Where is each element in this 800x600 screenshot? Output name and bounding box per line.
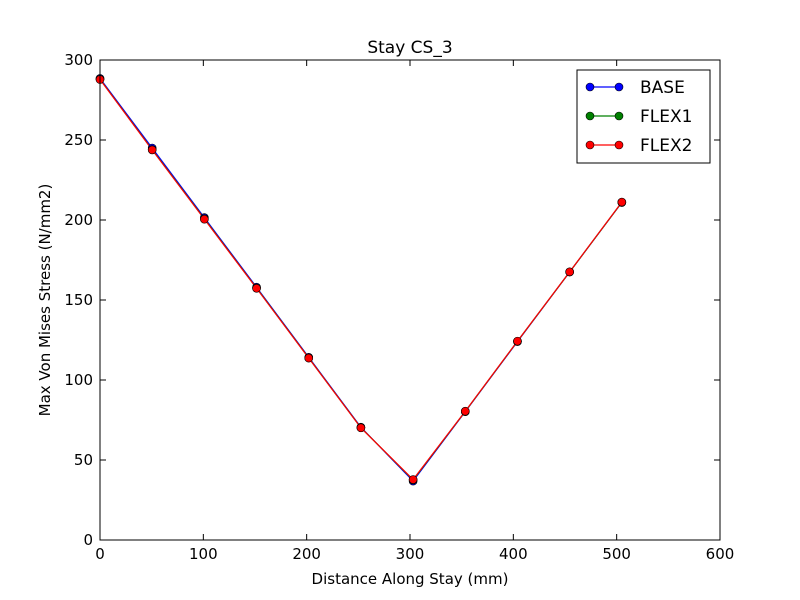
axis-ticks: 0 100 200 300 400 500 600 0 50 100 150 200 250 300 bbox=[64, 51, 734, 563]
y-tick-label: 200 bbox=[64, 211, 93, 229]
x-axis-label: Distance Along Stay (mm) bbox=[312, 570, 509, 588]
legend-box bbox=[576, 69, 711, 164]
legend-label-flex1: FLEX1 bbox=[640, 107, 692, 127]
legend-marker bbox=[614, 111, 624, 121]
data-point-flex2 bbox=[147, 145, 157, 155]
y-tick-label: 100 bbox=[64, 371, 93, 389]
y-tick-label: 300 bbox=[64, 51, 93, 69]
legend-marker bbox=[614, 140, 624, 150]
y-axis-label: Max Von Mises Stress (N/mm2) bbox=[36, 184, 54, 417]
data-point-flex2 bbox=[200, 214, 209, 224]
x-tick-label: 100 bbox=[189, 545, 218, 563]
x-tick-label: 600 bbox=[706, 545, 735, 563]
legend-marker bbox=[585, 82, 595, 92]
data-point-flex2 bbox=[617, 197, 627, 207]
x-tick-label: 500 bbox=[602, 545, 631, 563]
y-tick-label: 250 bbox=[64, 131, 93, 149]
x-tick-label: 400 bbox=[499, 545, 528, 563]
data-point-flex2 bbox=[356, 423, 366, 433]
plot-frame bbox=[99, 59, 721, 541]
data-point-flex2 bbox=[304, 353, 314, 363]
x-tick-label: 0 bbox=[95, 545, 105, 563]
y-tick-label: 50 bbox=[74, 451, 93, 469]
data-point-flex2 bbox=[513, 336, 522, 346]
legend-marker bbox=[585, 111, 595, 121]
legend-marker bbox=[614, 82, 624, 92]
x-tick-label: 200 bbox=[292, 545, 321, 563]
legend: BASE FLEX1 FLEX2 bbox=[576, 69, 711, 164]
data-point-flex2 bbox=[408, 475, 418, 484]
y-tick-label: 0 bbox=[83, 531, 93, 549]
data-point-flex2 bbox=[460, 406, 470, 416]
x-tick-label: 300 bbox=[396, 545, 425, 563]
data-point-flex2 bbox=[565, 267, 574, 277]
data-point-flex2 bbox=[252, 284, 261, 293]
legend-marker bbox=[585, 140, 595, 150]
y-tick-label: 150 bbox=[64, 291, 93, 309]
chart-title: Stay CS_3 bbox=[367, 38, 452, 58]
legend-label-flex2: FLEX2 bbox=[640, 136, 692, 156]
legend-label-base: BASE bbox=[640, 78, 685, 98]
